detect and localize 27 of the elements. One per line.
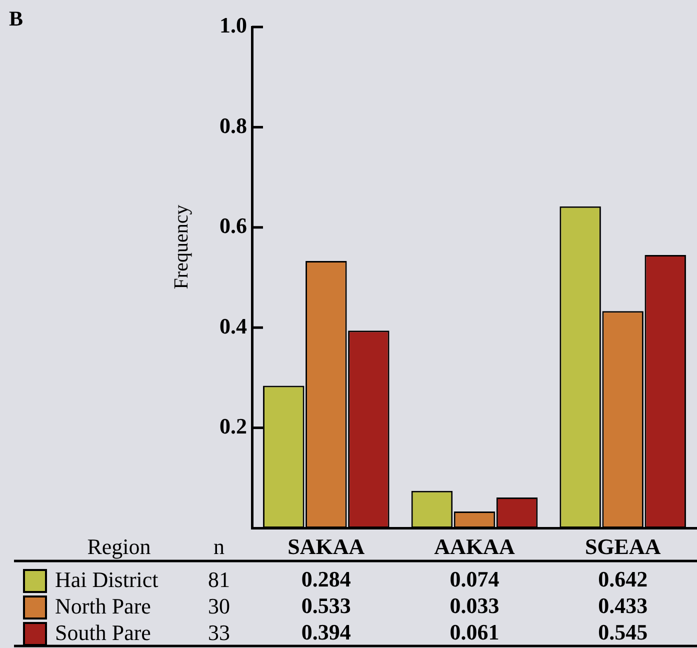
- x-tick-label: SGEAA: [584, 534, 661, 559]
- text: 33: [208, 620, 230, 645]
- legend-label: North Pare: [55, 593, 151, 618]
- y-tick-label: 0.6: [220, 213, 247, 238]
- data-label: 0.545: [598, 620, 648, 645]
- text: n: [214, 534, 224, 559]
- data-label: 0.433: [598, 593, 648, 618]
- data-label: 0.642: [598, 566, 648, 592]
- y-tick-label: 0.4: [220, 313, 247, 338]
- x-tick-label: AAKAA: [434, 534, 515, 559]
- y-tick-label: 1.0: [220, 12, 247, 38]
- data-label: 0.394: [301, 620, 351, 645]
- y-tick-label: 0.8: [220, 112, 247, 138]
- text: B: [9, 6, 24, 30]
- y-axis-title: Frequency: [170, 204, 192, 290]
- data-label: 0.033: [450, 593, 500, 618]
- data-label: 0.074: [450, 566, 500, 592]
- data-label: 0.061: [450, 620, 500, 645]
- legend-label: South Pare: [55, 620, 151, 645]
- data-label: 0.284: [301, 566, 351, 592]
- data-label: 0.533: [301, 593, 351, 618]
- y-tick-label: 0.2: [220, 413, 247, 438]
- text: 30: [208, 593, 230, 618]
- legend-label: Hai District: [55, 566, 158, 592]
- x-tick-label: SAKAA: [288, 534, 365, 559]
- legend-title: Region: [87, 534, 151, 559]
- text: 81: [208, 566, 230, 592]
